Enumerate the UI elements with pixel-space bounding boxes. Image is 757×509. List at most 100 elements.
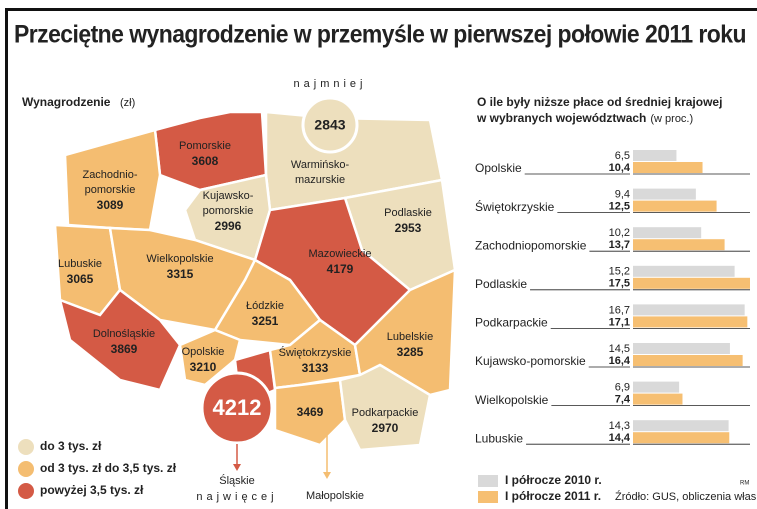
bar-title: w wybranych województwach	[476, 111, 646, 125]
region-name: Świętokrzyskie	[279, 346, 352, 359]
category-label: Podkarpackie	[475, 316, 548, 330]
value-label: 12,5	[609, 201, 630, 213]
left-rule	[5, 8, 8, 509]
legend-label: do 3 tys. zł	[40, 439, 102, 453]
region-value: 2970	[372, 421, 399, 435]
bar	[633, 393, 683, 405]
value-label: 10,2	[609, 227, 630, 239]
value-label: 9,4	[615, 189, 630, 201]
bar	[633, 227, 702, 239]
value-label: 14,5	[609, 343, 630, 355]
value-label: 6,5	[615, 150, 630, 162]
region-value: 3251	[252, 314, 279, 328]
region-name: Łódzkie	[246, 300, 284, 312]
region-name: Podkarpackie	[352, 407, 419, 419]
max-circle	[200, 371, 274, 445]
region-value: 3608	[192, 154, 219, 168]
region-name: Opolskie	[182, 346, 225, 358]
region-name: Dolnośląskie	[93, 328, 155, 340]
category-label: Wielkopolskie	[475, 393, 549, 407]
bar	[633, 355, 743, 366]
region-value: 3869	[111, 342, 138, 356]
region-name: Kujawsko-	[203, 190, 254, 202]
region-value: 3469	[297, 405, 324, 419]
legend-label: I półrocze 2011 r.	[505, 489, 601, 503]
top-rule	[5, 8, 757, 11]
arrow-head	[323, 472, 331, 479]
value-label: 10,4	[609, 162, 631, 174]
region	[213, 258, 322, 347]
region-name: Lubuskie	[58, 258, 102, 270]
legend-label: od 3 tys. zł do 3,5 tys. zł	[40, 461, 177, 475]
region	[338, 363, 432, 452]
region-name: pomorskie	[203, 205, 254, 217]
region-name: Śląskie	[219, 474, 254, 487]
bar	[633, 304, 745, 316]
credit: RM	[740, 481, 749, 487]
value-label: 14,4	[609, 432, 631, 444]
arrow-head	[233, 464, 241, 471]
value-label: 6,9	[615, 382, 630, 394]
value-label: 15,2	[609, 266, 630, 278]
source: Źródło: GUS, obliczenia własne	[615, 490, 757, 503]
category-label: Zachodniopomorskie	[475, 238, 587, 252]
legend-swatch	[478, 475, 498, 487]
bar	[633, 239, 725, 251]
bar	[633, 162, 703, 173]
bar	[633, 316, 748, 328]
category-label: Podlaskie	[475, 277, 527, 291]
legend-swatch	[18, 483, 34, 499]
region-value: 3065	[67, 272, 94, 286]
region-name: Małopolskie	[306, 490, 364, 502]
region-value: 2953	[395, 221, 422, 235]
legend-swatch	[18, 461, 34, 477]
region-value: 3133	[302, 361, 329, 375]
region-value: 3285	[397, 345, 424, 359]
region	[153, 110, 268, 192]
value-label: 16,7	[609, 304, 630, 316]
region-value: 4179	[327, 262, 354, 276]
map-unit: (zł)	[120, 97, 135, 109]
region-name: mazurskie	[295, 174, 345, 186]
bar	[633, 420, 729, 432]
bar	[633, 265, 735, 277]
region-name: Pomorskie	[179, 140, 231, 152]
bar	[633, 200, 717, 212]
legend-swatch	[478, 491, 498, 503]
category-label: Opolskie	[475, 161, 522, 175]
legend-label: powyżej 3,5 tys. zł	[40, 483, 144, 497]
value-label: 13,7	[609, 239, 630, 251]
bar	[633, 432, 730, 444]
value-label: 7,4	[615, 394, 631, 406]
region-name: Podlaskie	[384, 207, 432, 219]
min-label: najmniej	[294, 78, 367, 90]
bar	[633, 188, 696, 200]
region-value: 2996	[215, 219, 242, 233]
region-value: 3089	[97, 198, 124, 212]
region-name: Mazowieckie	[309, 248, 372, 260]
region-value: 2843	[314, 117, 345, 133]
legend-label: I półrocze 2010 r.	[505, 473, 602, 487]
legend-swatch	[18, 439, 34, 455]
value-label: 16,4	[609, 355, 631, 367]
value-label: 17,1	[609, 316, 630, 328]
category-label: Kujawsko-pomorskie	[475, 354, 586, 368]
bar	[633, 277, 750, 289]
region-name: Wielkopolskie	[146, 253, 213, 265]
category-label: Lubuskie	[475, 431, 523, 445]
region-value: 3315	[167, 267, 194, 281]
bar	[633, 150, 677, 161]
value-label: 14,3	[609, 420, 630, 432]
map-label: Wynagrodzenie	[22, 95, 111, 109]
region-name: Warmińsko-	[291, 159, 350, 171]
category-label: Świętokrzyskie	[475, 199, 555, 214]
region-name: Zachodnio-	[82, 169, 137, 181]
region-name: pomorskie	[85, 184, 136, 196]
value-label: 17,5	[609, 278, 630, 290]
main-title: Przeciętne wynagrodzenie w przemyśle w p…	[14, 21, 746, 49]
bar-title: O ile były niższe płace od średniej kraj…	[477, 95, 722, 109]
max-label: najwięcej	[196, 491, 277, 503]
bar	[633, 343, 730, 354]
bar	[633, 381, 680, 393]
